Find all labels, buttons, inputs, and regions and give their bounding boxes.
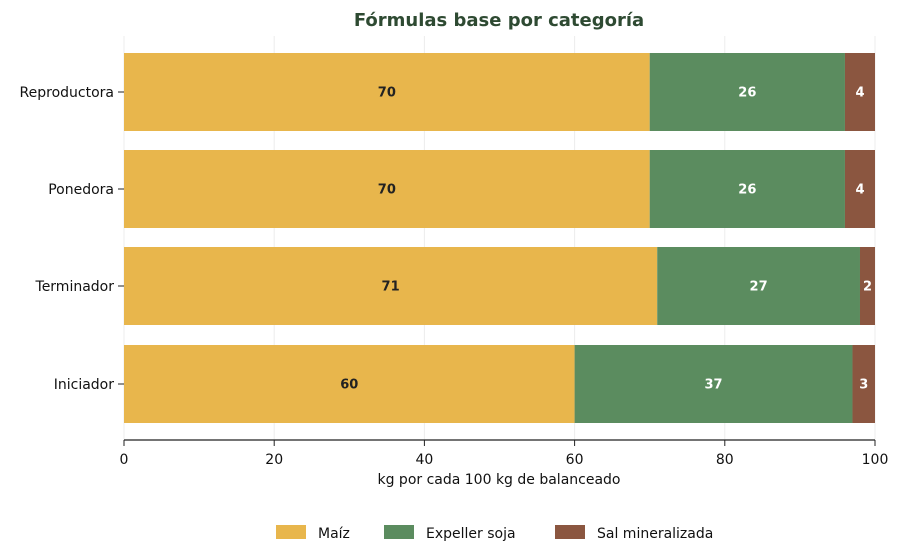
- bar-segment: [124, 345, 575, 423]
- bar-value-label: 70: [378, 183, 396, 198]
- legend-swatch: [555, 525, 585, 539]
- x-tick-label: 0: [120, 452, 129, 468]
- bar-value-label: 71: [382, 280, 400, 295]
- bar-value-label: 4: [855, 183, 864, 198]
- bar-segment: [852, 345, 875, 423]
- legend-label: Expeller soja: [426, 526, 516, 542]
- bar-segment: [844, 53, 875, 131]
- chart-title: Fórmulas base por categoría: [354, 10, 644, 31]
- bar-value-label: 26: [738, 183, 756, 198]
- bar-segment: [574, 345, 853, 423]
- bars: 70 26 4 70 26 4 71 27 2 60 37 3: [124, 53, 875, 423]
- category-label: Terminador: [35, 279, 115, 295]
- legend: Maíz Expeller soja Sal mineralizada: [276, 525, 713, 542]
- bar-segment: [649, 150, 845, 228]
- bar-value-label: 70: [378, 86, 396, 101]
- y-axis: Reproductora Ponedora Terminador Iniciador: [20, 85, 124, 393]
- bar-segment: [649, 53, 845, 131]
- bar-value-label: 27: [750, 280, 768, 295]
- bar-value-label: 3: [859, 378, 868, 393]
- bar-value-label: 60: [340, 378, 358, 393]
- bar-segment: [124, 247, 658, 325]
- bar-value-label: 2: [863, 280, 872, 295]
- bar-segment: [859, 247, 875, 325]
- category-label: Iniciador: [54, 377, 115, 393]
- bar-segment: [844, 150, 875, 228]
- legend-label: Maíz: [318, 526, 350, 542]
- x-tick-label: 40: [415, 452, 433, 468]
- legend-label: Sal mineralizada: [597, 526, 713, 542]
- bar-value-label: 4: [855, 86, 864, 101]
- x-tick-label: 60: [566, 452, 584, 468]
- legend-swatch: [276, 525, 306, 539]
- category-label: Reproductora: [20, 85, 114, 101]
- bar-segment: [124, 150, 650, 228]
- bar-value-label: 26: [738, 86, 756, 101]
- bar-value-label: 37: [704, 378, 722, 393]
- x-tick-label: 20: [265, 452, 283, 468]
- legend-swatch: [384, 525, 414, 539]
- x-tick-label: 100: [862, 452, 889, 468]
- x-tick-label: 80: [716, 452, 734, 468]
- bar-segment: [124, 53, 650, 131]
- x-axis-label: kg por cada 100 kg de balanceado: [377, 472, 620, 488]
- x-axis: 0 20 40 60 80 100: [120, 439, 889, 468]
- bar-segment: [657, 247, 860, 325]
- category-label: Ponedora: [48, 182, 114, 198]
